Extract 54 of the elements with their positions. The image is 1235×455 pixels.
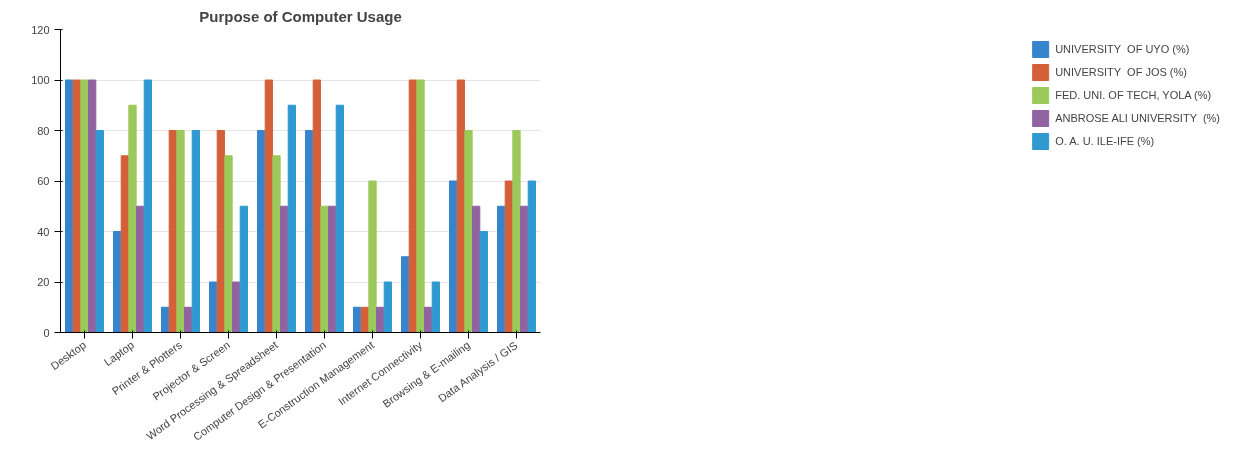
bar [184,306,193,333]
bar [143,79,153,333]
bar [464,130,473,333]
legend-label: ANBROSE ALI UNIVERSITY (%) [1055,112,1220,124]
bar [335,104,345,333]
y-tick-label: 40 [37,225,50,238]
bar [400,256,410,333]
bar [160,306,170,333]
bar [424,306,433,333]
y-tick-label: 80 [37,124,50,137]
y-tick-label: 20 [37,276,50,288]
bar [256,130,266,333]
bar [208,281,218,333]
bar [128,104,137,333]
bar [239,205,249,333]
bar [176,130,185,333]
bar [383,281,393,333]
bar [272,155,281,333]
bar [64,79,74,333]
bar [232,281,241,333]
y-tick-label: 120 [31,23,50,36]
bar [304,130,314,333]
y-tick-label: 0 [43,326,50,339]
bar [472,205,481,333]
bar [80,79,89,333]
bar [496,205,506,333]
bar [368,180,377,333]
bar [320,205,329,333]
bar [312,79,321,333]
bar [527,180,537,333]
bar [287,104,297,333]
bar [88,79,97,333]
legend-label: UNIVERSITY OF UYO (%) [1055,43,1190,55]
chart-title: Purpose of Computer Usage [199,7,402,25]
bar [328,205,337,333]
bar [280,205,289,333]
bar [431,281,441,333]
bar [112,231,122,333]
bar [191,130,201,333]
bar [520,205,529,333]
bar [224,155,233,333]
bar [416,79,425,333]
bar [95,130,105,333]
bar [448,180,458,333]
bar [376,306,385,333]
bar [352,306,362,333]
y-tick-label: 60 [37,175,50,187]
bar [512,130,521,333]
legend-label: O. A. U. ILE-IFE (%) [1055,135,1155,147]
legend-label: FED. UNI. OF TECH, YOLA (%) [1055,89,1212,101]
bar [479,231,489,333]
y-tick-label: 100 [31,74,50,86]
legend-label: UNIVERSITY OF JOS (%) [1055,66,1187,78]
bar [136,205,145,333]
